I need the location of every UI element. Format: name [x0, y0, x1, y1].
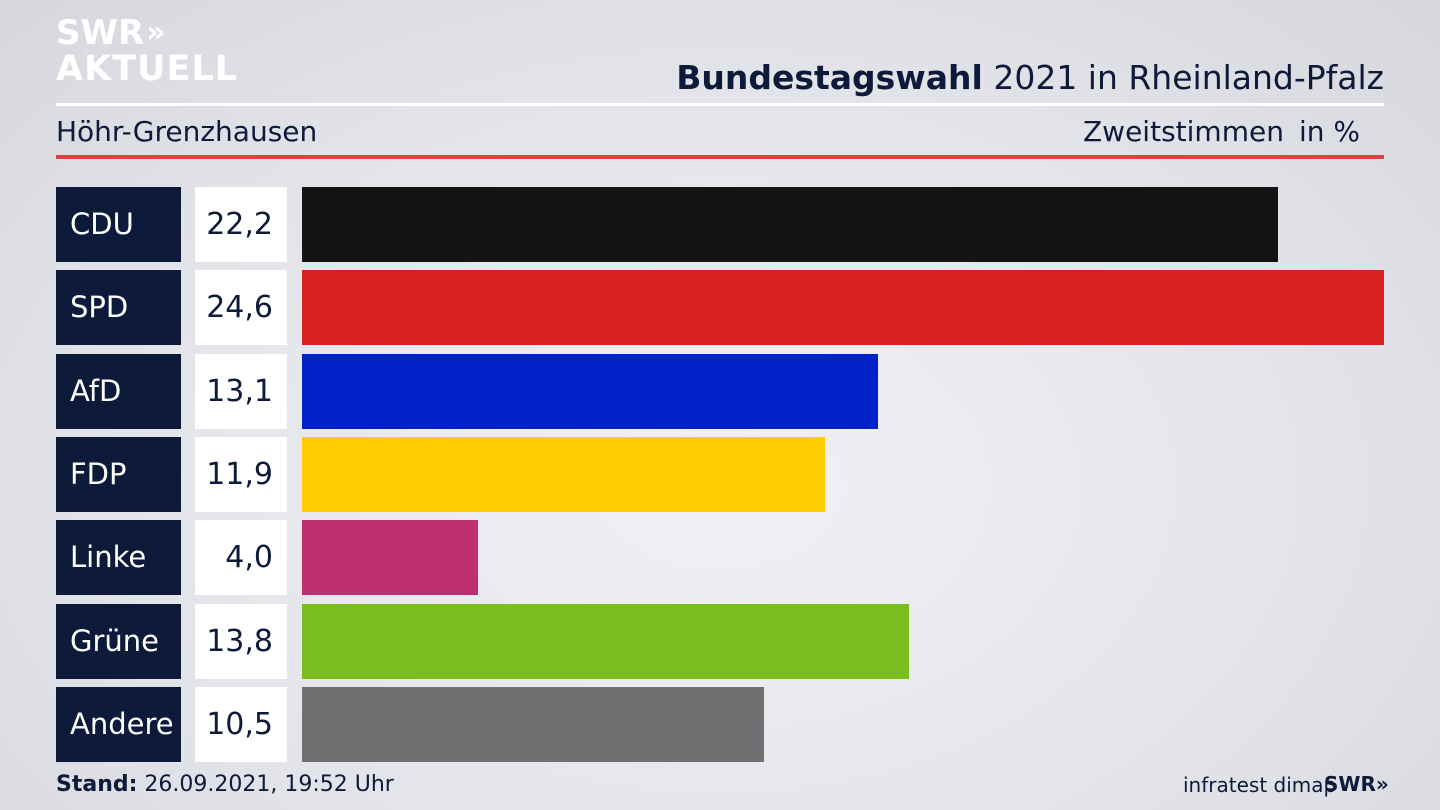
chart-title: Bundestagswahl 2021 in Rheinland-Pfalz — [676, 58, 1384, 97]
data-label: 10,5 — [206, 707, 273, 742]
party-label: AfD — [70, 374, 122, 408]
bar — [302, 520, 478, 595]
swr-aktuell-logo: SWR» AKTUELL — [56, 16, 238, 87]
bar — [302, 437, 825, 512]
data-label: 4,0 — [225, 540, 273, 575]
bar — [302, 187, 1278, 262]
party-label: SPD — [70, 290, 129, 324]
party-label: CDU — [70, 207, 134, 241]
party-label: Grüne — [70, 624, 159, 658]
party-label: Andere — [70, 707, 174, 741]
timestamp: Stand: 26.09.2021, 19:52 Uhr — [56, 772, 394, 797]
party-label-box: AfD — [56, 354, 181, 429]
swr-footer-logo: SWR» — [1324, 772, 1389, 796]
bar — [302, 354, 878, 429]
logo-aktuell-text: AKTUELL — [56, 49, 239, 89]
value-label-box: 24,6 — [195, 270, 287, 345]
chart-title-bold: Bundestagswahl — [676, 58, 983, 97]
chart-title-rest: 2021 in Rheinland-Pfalz — [982, 58, 1384, 97]
bar — [302, 604, 909, 679]
data-label: 13,8 — [206, 624, 273, 659]
bar-row: FDP 11,9 — [0, 437, 1440, 512]
party-label-box: Linke — [56, 520, 181, 595]
bar-row: SPD 24,6 — [0, 270, 1440, 345]
party-label-box: SPD — [56, 270, 181, 345]
party-label: FDP — [70, 457, 127, 491]
bar-row: Grüne 13,8 — [0, 604, 1440, 679]
bar-row: Linke 4,0 — [0, 520, 1440, 595]
bar — [302, 687, 764, 762]
value-label-box: 22,2 — [195, 187, 287, 262]
value-label-box: 13,8 — [195, 604, 287, 679]
source-credit: infratest dimap — [1183, 773, 1337, 797]
value-label-box: 13,1 — [195, 354, 287, 429]
unit-label: in % — [1299, 115, 1361, 148]
logo-swr-text: SWR — [56, 13, 145, 53]
data-label: 13,1 — [206, 374, 273, 409]
title-divider — [56, 103, 1384, 106]
party-label-box: FDP — [56, 437, 181, 512]
party-label-box: Andere — [56, 687, 181, 762]
data-label: 22,2 — [206, 207, 273, 242]
value-label-box: 11,9 — [195, 437, 287, 512]
value-label-box: 4,0 — [195, 520, 287, 595]
bar — [302, 270, 1384, 345]
party-label-box: CDU — [56, 187, 181, 262]
bar-row: Andere 10,5 — [0, 687, 1440, 762]
bar-row: CDU 22,2 — [0, 187, 1440, 262]
party-label: Linke — [70, 540, 147, 574]
footer-chevron-icon: » — [1375, 772, 1389, 796]
constituency-subtitle: Höhr-Grenzhausen — [56, 115, 318, 148]
party-label-box: Grüne — [56, 604, 181, 679]
timestamp-value: 26.09.2021, 19:52 Uhr — [137, 772, 394, 797]
metric-label: Zweitstimmen — [1083, 115, 1284, 148]
header-divider — [56, 155, 1384, 159]
data-label: 11,9 — [206, 457, 273, 492]
bar-row: AfD 13,1 — [0, 354, 1440, 429]
data-label: 24,6 — [206, 290, 273, 325]
footer-logo-text: SWR — [1324, 772, 1376, 796]
value-label-box: 10,5 — [195, 687, 287, 762]
timestamp-label: Stand: — [56, 772, 138, 797]
